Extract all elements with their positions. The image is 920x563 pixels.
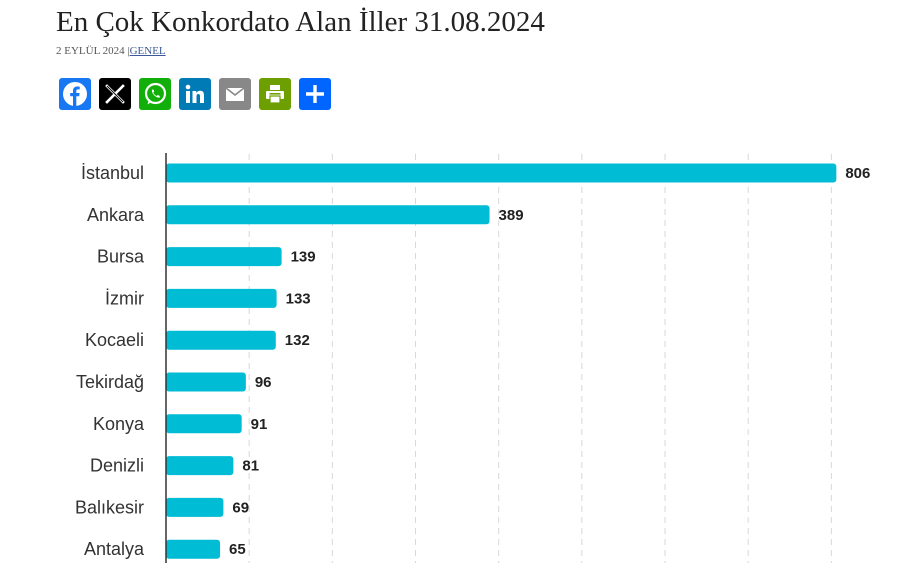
value-label: 133 <box>286 290 311 307</box>
print-share-button[interactable] <box>259 78 291 110</box>
value-label: 139 <box>291 249 316 266</box>
category-link[interactable]: GENEL <box>129 45 166 57</box>
facebook-share-button[interactable] <box>59 78 91 110</box>
value-label: 132 <box>285 332 310 349</box>
category-label: Ankara <box>87 205 145 225</box>
email-icon <box>225 87 245 101</box>
whatsapp-icon <box>144 82 167 105</box>
share-bar <box>59 78 331 110</box>
print-icon <box>266 85 284 104</box>
meta-separator: | <box>127 45 130 57</box>
share-button[interactable] <box>299 78 331 110</box>
value-label: 69 <box>232 499 249 516</box>
bar <box>166 497 224 517</box>
category-label: İzmir <box>105 288 144 308</box>
bar <box>166 163 837 183</box>
post-meta: 2 EYLÜL 2024 |GENEL <box>56 45 166 57</box>
bar <box>166 330 276 350</box>
category-label: Konya <box>93 414 145 434</box>
post-date: 2 EYLÜL 2024 <box>56 45 125 57</box>
plus-icon <box>306 85 324 103</box>
page-title: En Çok Konkordato Alan İller 31.08.2024 <box>56 6 545 38</box>
bar <box>166 247 282 267</box>
category-label: Tekirdağ <box>76 372 144 392</box>
bar <box>166 205 490 225</box>
linkedin-icon <box>185 84 204 103</box>
facebook-icon <box>63 82 87 106</box>
x-share-button[interactable] <box>99 78 131 110</box>
x-icon <box>105 84 125 104</box>
category-label: Balıkesir <box>75 497 144 517</box>
bar <box>166 372 246 392</box>
bar <box>166 456 234 476</box>
value-label: 81 <box>242 458 259 475</box>
bar-chart: İstanbul 806 Ankara 389 Bursa 139 İzmir 133 Koca… <box>75 153 870 563</box>
value-label: 91 <box>251 416 268 433</box>
category-label: Bursa <box>97 247 145 267</box>
category-label: İstanbul <box>81 163 144 183</box>
category-label: Antalya <box>84 539 145 559</box>
email-share-button[interactable] <box>219 78 251 110</box>
value-label: 806 <box>845 165 870 182</box>
value-label: 389 <box>499 207 524 224</box>
whatsapp-share-button[interactable] <box>139 78 171 110</box>
bar <box>166 288 277 308</box>
value-label: 96 <box>255 374 272 391</box>
category-label: Kocaeli <box>85 330 144 350</box>
linkedin-share-button[interactable] <box>179 78 211 110</box>
category-label: Denizli <box>90 456 144 476</box>
bar <box>166 414 242 434</box>
bar <box>166 539 221 559</box>
value-label: 65 <box>229 541 246 558</box>
